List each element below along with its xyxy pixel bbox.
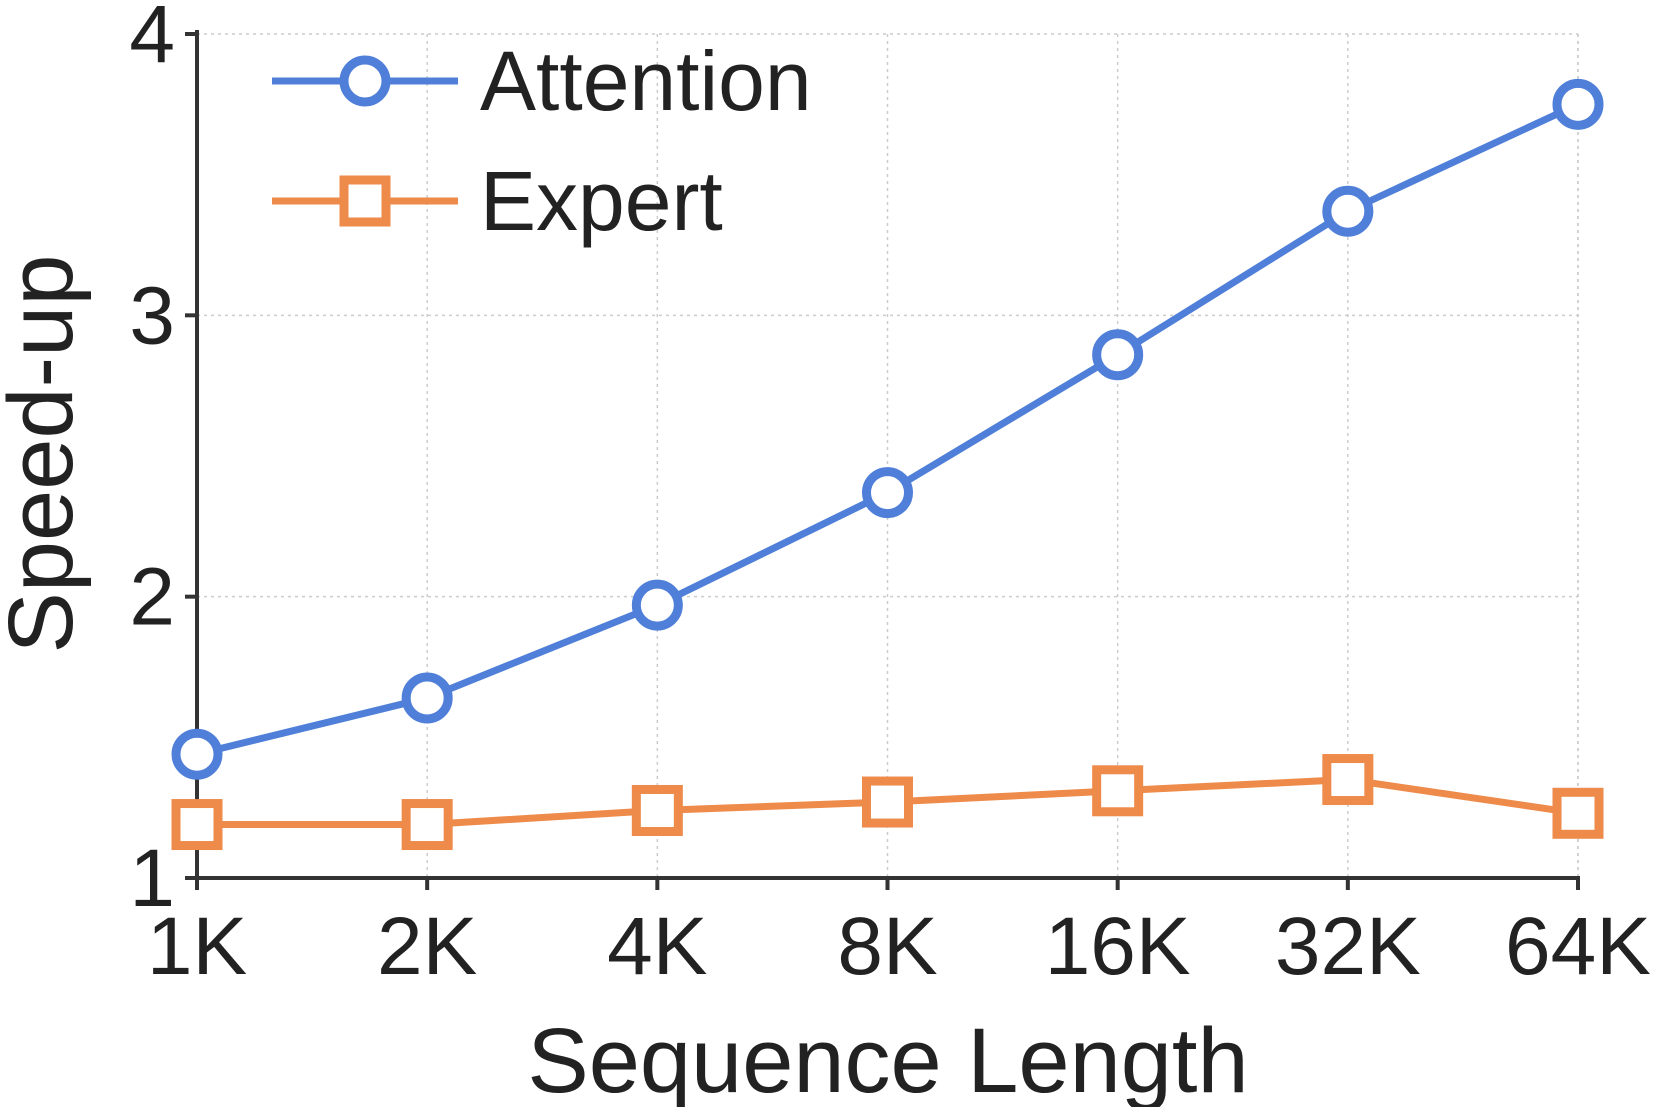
legend-label: Attention bbox=[480, 34, 812, 128]
legend-marker bbox=[339, 55, 391, 107]
data-point-circle bbox=[1322, 185, 1374, 237]
x-tick-label: 16K bbox=[1045, 901, 1191, 992]
data-point-square bbox=[1092, 765, 1144, 817]
y-tick-label: 3 bbox=[129, 270, 175, 361]
series-attention bbox=[171, 78, 1604, 780]
data-point-circle bbox=[1092, 329, 1144, 381]
legend-label: Expert bbox=[480, 154, 723, 248]
data-point-circle bbox=[171, 728, 223, 780]
legend-marker bbox=[339, 175, 391, 227]
data-point-circle bbox=[1552, 78, 1604, 130]
x-tick-label: 64K bbox=[1505, 901, 1651, 992]
y-tick-label: 4 bbox=[129, 0, 175, 80]
y-tick-label: 1 bbox=[129, 833, 175, 924]
data-point-circle bbox=[401, 672, 453, 724]
axes bbox=[195, 30, 1580, 880]
legend-entry-expert: Expert bbox=[272, 154, 723, 248]
x-axis-label: Sequence Length bbox=[527, 1010, 1248, 1107]
x-tick-label: 4K bbox=[607, 901, 707, 992]
data-point-circle bbox=[631, 579, 683, 631]
grid-layer bbox=[197, 33, 1579, 878]
tick-layer: 1K 2K 4K 8K 16K 32K 64K 1 2 3 4 bbox=[129, 0, 1651, 992]
data-point-square bbox=[171, 799, 223, 851]
data-point-square bbox=[1552, 787, 1604, 839]
data-point-square bbox=[1322, 754, 1374, 806]
x-tick-label: 2K bbox=[377, 901, 477, 992]
data-point-square bbox=[401, 799, 453, 851]
data-point-circle bbox=[862, 467, 913, 519]
series-layer bbox=[171, 78, 1604, 851]
x-tick-label: 8K bbox=[837, 901, 937, 992]
legend-entry-attention: Attention bbox=[272, 34, 812, 128]
y-tick-label: 2 bbox=[129, 552, 175, 643]
data-point-square bbox=[631, 784, 683, 836]
data-point-square bbox=[862, 776, 913, 828]
series-expert bbox=[171, 754, 1604, 851]
legend: Attention Expert bbox=[272, 34, 812, 248]
x-tick-label: 32K bbox=[1275, 901, 1421, 992]
y-axis-label: Speed-up bbox=[0, 255, 92, 654]
x-tick-label: 1K bbox=[147, 901, 247, 992]
